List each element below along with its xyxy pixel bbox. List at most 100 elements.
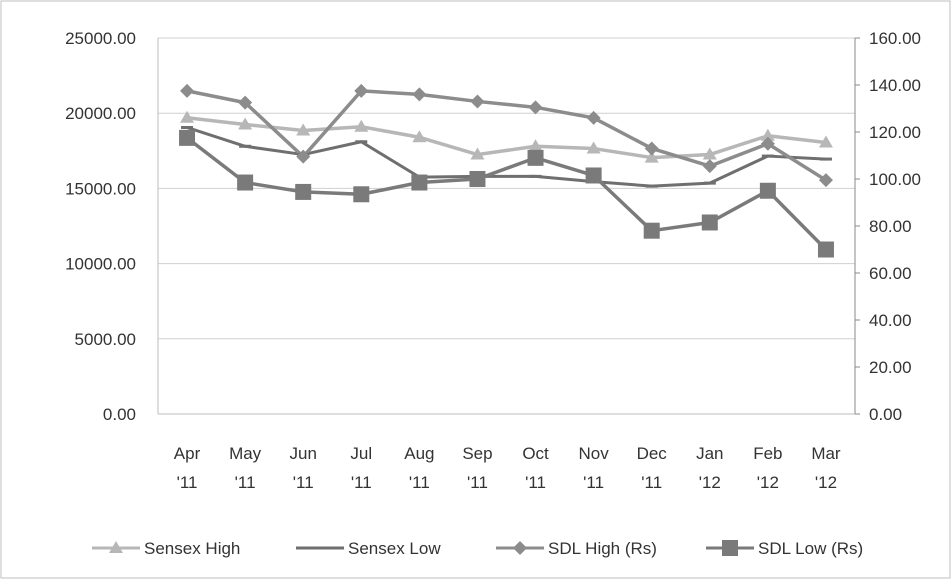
y-left-tick-label: 5000.00	[75, 330, 136, 349]
data-point-marker	[644, 141, 659, 156]
data-point-marker	[819, 157, 832, 161]
data-point-marker	[181, 125, 194, 129]
data-point-marker	[354, 119, 369, 132]
data-point-marker	[353, 186, 370, 203]
y-left-tick-label: 0.00	[103, 405, 136, 424]
data-point-marker	[702, 159, 717, 174]
data-point-marker	[703, 181, 716, 185]
data-point-marker	[643, 222, 660, 239]
data-point-marker	[469, 171, 486, 187]
x-tick-label-year: '12	[815, 473, 837, 492]
x-tick-label-month: Mar	[811, 444, 841, 463]
data-point-marker	[180, 110, 195, 123]
data-point-marker	[411, 174, 428, 191]
data-point-marker	[180, 83, 195, 98]
data-point-marker	[296, 149, 311, 164]
y-right-tick-label: 0.00	[869, 405, 902, 424]
data-point-marker	[179, 129, 196, 146]
data-point-marker	[239, 144, 252, 148]
y-left-tick-label: 10000.00	[65, 255, 136, 274]
y-left-tick-label: 25000.00	[65, 29, 136, 48]
data-point-marker	[818, 135, 833, 148]
y-right-tick-label: 140.00	[869, 76, 921, 95]
data-point-marker	[586, 141, 601, 154]
x-tick-label-month: Sep	[462, 444, 492, 463]
data-point-marker	[759, 182, 776, 199]
legend-label: Sensex High	[144, 539, 240, 558]
legend: Sensex High Sensex Low SDL High (Rs) SDL Lo…	[92, 539, 863, 558]
x-tick-label-month: May	[229, 444, 262, 463]
x-tick-label-month: Feb	[753, 444, 782, 463]
x-tick-label-year: '11	[409, 473, 430, 492]
data-point-marker	[237, 174, 254, 191]
x-tick-label-year: '11	[351, 473, 372, 492]
data-point-marker	[470, 147, 485, 160]
data-point-marker	[238, 117, 253, 130]
x-tick-label-month: Nov	[579, 444, 610, 463]
data-point-marker	[701, 214, 718, 231]
y-right-tick-label: 120.00	[869, 123, 921, 142]
data-point-marker	[644, 150, 659, 163]
x-tick-label-month: Apr	[174, 444, 201, 463]
x-tick-label-year: '11	[641, 473, 662, 492]
data-point-marker	[645, 184, 658, 188]
x-tick-label-month: Dec	[637, 444, 668, 463]
x-tick-label-year: '11	[293, 473, 314, 492]
y-right-tick-label: 40.00	[869, 311, 912, 330]
legend-label: SDL Low (Rs)	[758, 539, 863, 558]
legend-label: SDL High (Rs)	[548, 539, 657, 558]
data-point-marker	[296, 123, 311, 136]
x-tick-label-year: '11	[467, 473, 488, 492]
x-tick-label-year: '11	[235, 473, 256, 492]
data-point-marker	[412, 130, 427, 143]
x-tick-label-month: Jul	[350, 444, 372, 463]
x-tick-label-year: '11	[177, 473, 198, 492]
series-lines	[185, 89, 828, 251]
data-point-marker	[818, 173, 833, 188]
x-tick-label-year: '11	[525, 473, 546, 492]
data-point-marker	[528, 100, 543, 115]
data-point-marker	[238, 95, 253, 110]
x-tick-label-year: '11	[583, 473, 604, 492]
series-line	[186, 89, 827, 182]
data-point-marker	[760, 128, 775, 141]
legend-swatch-marker	[722, 540, 738, 556]
x-tick-label-month: Jan	[696, 444, 723, 463]
y-right-tick-label: 160.00	[869, 29, 921, 48]
data-point-marker	[761, 154, 774, 158]
series-line	[186, 126, 827, 188]
axes: 0.00 5000.00 10000.00 15000.00 20000.00 25000…	[65, 29, 921, 492]
x-tick-label-month: Oct	[522, 444, 549, 463]
data-point-marker	[412, 87, 427, 102]
data-point-marker	[527, 149, 544, 166]
data-point-marker	[760, 136, 775, 151]
x-tick-label-month: Jun	[289, 444, 316, 463]
x-tick-label-month: Aug	[404, 444, 434, 463]
y-right-tick-label: 100.00	[869, 170, 921, 189]
y-left-tick-label: 15000.00	[65, 179, 136, 198]
data-point-marker	[529, 174, 542, 178]
data-point-marker	[295, 183, 312, 200]
legend-label: Sensex Low	[348, 539, 441, 558]
series-markers	[179, 83, 834, 258]
data-point-marker	[817, 241, 834, 258]
data-point-marker	[354, 83, 369, 98]
series-line	[186, 115, 827, 160]
x-tick-label-year: '12	[699, 473, 721, 492]
data-point-marker	[586, 110, 601, 125]
data-point-marker	[528, 139, 543, 152]
legend-swatch-marker	[109, 541, 123, 553]
legend-swatch-marker	[513, 541, 527, 555]
y-right-tick-label: 20.00	[869, 358, 912, 377]
x-tick-label-year: '12	[757, 473, 779, 492]
y-right-tick-label: 60.00	[869, 264, 912, 283]
data-point-marker	[355, 140, 368, 144]
y-right-tick-label: 80.00	[869, 217, 912, 236]
data-point-marker	[470, 94, 485, 109]
y-left-tick-label: 20000.00	[65, 104, 136, 123]
data-point-marker	[585, 167, 602, 184]
data-point-marker	[702, 147, 717, 160]
legend-swatch-marker	[314, 546, 326, 550]
